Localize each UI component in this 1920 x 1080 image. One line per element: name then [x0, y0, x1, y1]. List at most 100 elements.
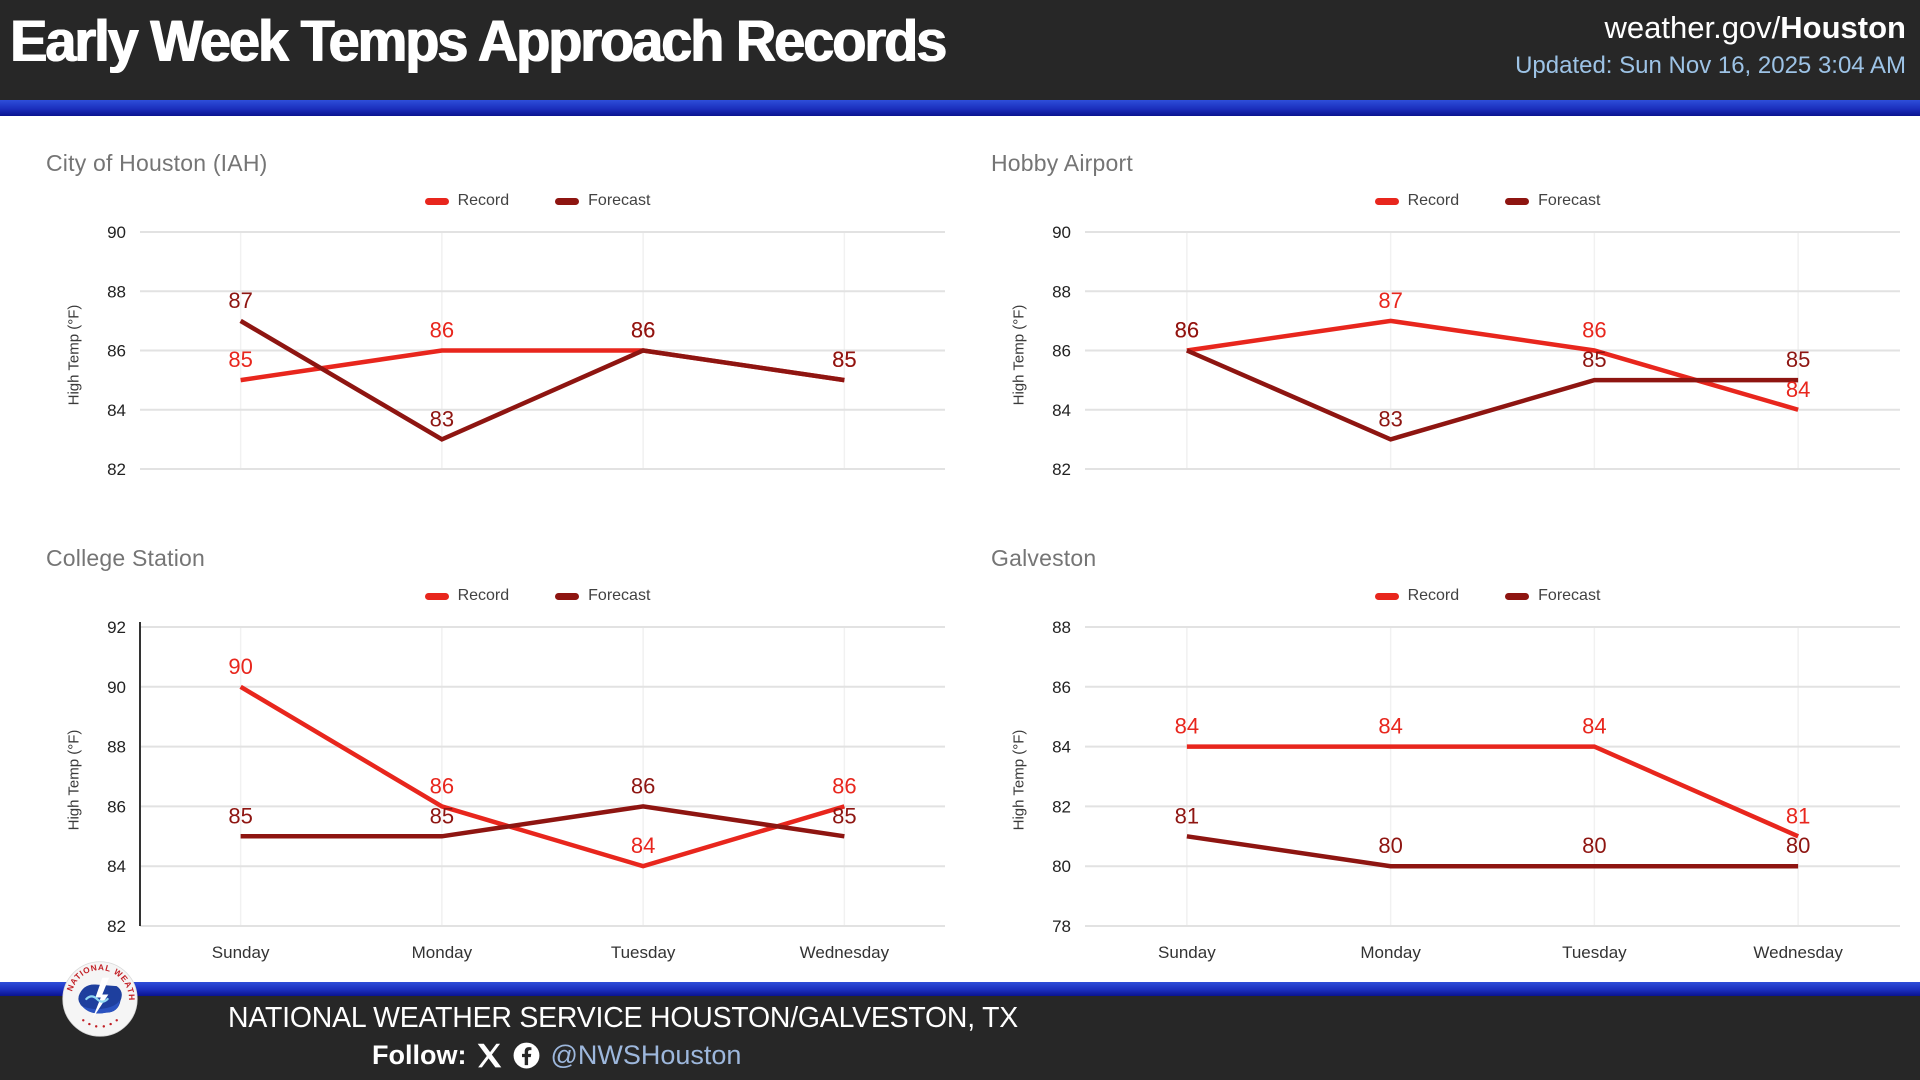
record-swatch [1374, 592, 1399, 600]
point-label-forecast: 85 [430, 803, 454, 828]
facebook-icon [514, 1042, 540, 1069]
point-label-record: 84 [1786, 377, 1810, 402]
legend-label-record: Record [457, 587, 510, 604]
series-line-forecast [1186, 834, 1799, 869]
point-label-forecast: 87 [228, 288, 252, 313]
forecast-swatch [1505, 197, 1530, 205]
point-label-record: 85 [832, 347, 856, 372]
legend-label-forecast: Forecast [1538, 587, 1601, 604]
point-label-record: 84 [1378, 714, 1402, 739]
point-label-forecast: 85 [832, 803, 856, 828]
x-tick-label: Wednesday [800, 943, 890, 962]
footer-bar: NATIONAL WEATHER SERVICE NATIONAL WEATHE… [0, 961, 1920, 1080]
y-tick-label: 82 [1052, 797, 1071, 816]
series-line-forecast [1185, 348, 1799, 442]
y-tick-label: 86 [1052, 678, 1071, 697]
y-tick-label: 90 [107, 223, 126, 242]
y-tick-label: 82 [1052, 460, 1071, 478]
y-tick-label: 84 [1052, 738, 1071, 757]
point-label-forecast: 81 [1175, 803, 1199, 828]
y-tick-label: 78 [1052, 917, 1071, 936]
point-label-record: 86 [631, 318, 655, 343]
point-label-record: 90 [228, 654, 252, 679]
series-line-record [239, 684, 846, 869]
point-label-record: 86 [1175, 318, 1199, 343]
chart-title: College Station [46, 545, 205, 571]
point-label-forecast: 85 [1582, 347, 1606, 372]
point-label-record: 86 [1582, 318, 1606, 343]
point-label-record: 86 [832, 773, 856, 798]
follow-label: Follow: [372, 1040, 467, 1070]
point-label-record: 84 [1175, 714, 1199, 739]
chart-legend: Record Forecast [130, 581, 945, 611]
point-label-forecast: 83 [1378, 406, 1402, 431]
y-tick-label: 86 [107, 342, 126, 361]
header-accent-stripe [0, 100, 1920, 116]
follow-row: Follow: @NWSHouston [372, 1040, 741, 1071]
legend-label-forecast: Forecast [1538, 192, 1601, 209]
point-label-record: 87 [1378, 288, 1402, 313]
y-tick-label: 82 [107, 917, 126, 936]
series-line-forecast [240, 804, 845, 839]
x-tick-label: Monday [1360, 943, 1421, 962]
chart-title: Galveston [991, 545, 1097, 571]
point-label-forecast: 86 [631, 318, 655, 343]
x-tick-label: Monday [412, 943, 473, 962]
legend-item-record: Record [1374, 192, 1459, 210]
point-label-forecast: 85 [228, 803, 252, 828]
legend-label-forecast: Forecast [588, 587, 651, 604]
x-tick-label: Tuesday [1562, 943, 1627, 962]
x-tick-label: Sunday [1158, 943, 1216, 962]
site-url: weather.gov/Houston [1605, 10, 1907, 46]
point-label-forecast: 86 [631, 773, 655, 798]
chart-panel-city-of-houston: City of Houston (IAH) Record Forecast Hi… [40, 150, 960, 480]
x-tick-label: Sunday [212, 943, 270, 962]
line-chart-plot: Sunday Monday Tuesday Wednesday 82 84 86 88 90 92… [107, 618, 945, 962]
record-swatch [1374, 197, 1399, 205]
record-swatch [424, 592, 449, 600]
y-tick-label: 84 [107, 857, 126, 876]
legend-item-forecast: Forecast [555, 192, 650, 210]
y-tick-label: 86 [1052, 342, 1071, 361]
legend-item-record: Record [424, 192, 510, 210]
y-tick-label: 88 [107, 738, 126, 757]
chart-legend: Record Forecast [1075, 581, 1900, 611]
point-label-record: 85 [228, 347, 252, 372]
page-title: Early Week Temps Approach Records [10, 9, 947, 74]
y-tick-label: 86 [107, 797, 126, 816]
y-tick-label: 88 [1052, 618, 1071, 637]
y-tick-label: 90 [107, 678, 126, 697]
legend-label-record: Record [1407, 587, 1460, 604]
y-tick-label: 84 [1052, 401, 1071, 420]
nws-logo: NATIONAL WEATHER SERVICE [62, 961, 138, 1037]
chart-panel-college-station: College Station Record Forecast High Tem… [40, 545, 960, 975]
legend-item-forecast: Forecast [1505, 587, 1600, 605]
y-tick-label: 88 [107, 282, 126, 301]
point-label-record: 84 [1582, 714, 1606, 739]
forecast-swatch [555, 197, 580, 205]
point-label-forecast: 80 [1378, 833, 1402, 858]
chart-legend: Record Forecast [1075, 186, 1900, 216]
series-line-record [1186, 318, 1799, 412]
y-tick-label: 80 [1052, 857, 1071, 876]
site-url-bold: Houston [1780, 10, 1906, 45]
updated-timestamp: Updated: Sun Nov 16, 2025 3:04 AM [1515, 52, 1906, 79]
legend-item-forecast: Forecast [1505, 192, 1600, 210]
point-label-record: 86 [430, 773, 454, 798]
legend-item-forecast: Forecast [555, 587, 650, 605]
forecast-swatch [1505, 592, 1530, 600]
point-label-record: 81 [1786, 803, 1810, 828]
chart-title: City of Houston (IAH) [46, 150, 268, 176]
point-label-record: 86 [430, 318, 454, 343]
footer-accent-stripe [0, 982, 1920, 996]
series-line-record [1186, 744, 1800, 839]
legend-label-record: Record [457, 192, 510, 209]
y-tick-label: 82 [107, 460, 126, 478]
legend-item-record: Record [1374, 587, 1460, 605]
social-handle: @NWSHouston [550, 1040, 742, 1070]
x-twitter-icon [478, 1043, 502, 1068]
chart-panel-hobby-airport: Hobby Airport Record Forecast High Temp … [985, 150, 1915, 480]
legend-item-record: Record [424, 587, 510, 605]
